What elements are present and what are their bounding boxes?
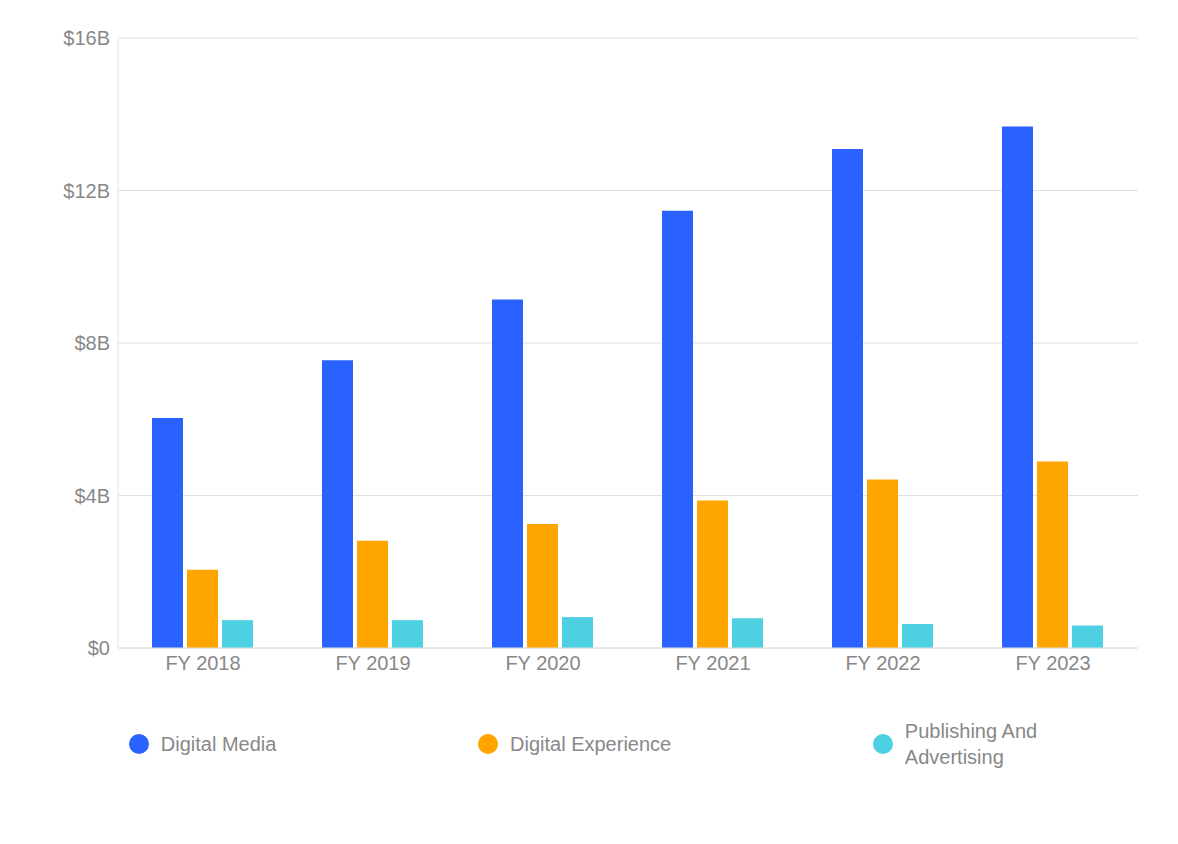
- html-text:Publishing And Advertising: Publishing And Advertising: [904, 720, 1038, 768]
- svg-text:FY 2019: FY 2019: [335, 652, 410, 674]
- svg-text:FY 2023: FY 2023: [1015, 652, 1090, 674]
- svg-text:FY 2022: FY 2022: [845, 652, 920, 674]
- svg-text:$8B: $8B: [74, 332, 110, 354]
- html-text:Digital Experience: Digital Experience: [510, 733, 672, 755]
- svg-text:$4B: $4B: [74, 485, 110, 507]
- svg-text:FY 2020: FY 2020: [505, 652, 580, 674]
- svg-text:FY 2018: FY 2018: [165, 652, 240, 674]
- svg-text:FY 2021: FY 2021: [675, 652, 750, 674]
- svg-text:$0: $0: [88, 637, 110, 659]
- html-text:Digital Media: Digital Media: [160, 733, 277, 755]
- svg-text:$12B: $12B: [63, 180, 110, 202]
- svg-text:$16B: $16B: [63, 27, 110, 49]
